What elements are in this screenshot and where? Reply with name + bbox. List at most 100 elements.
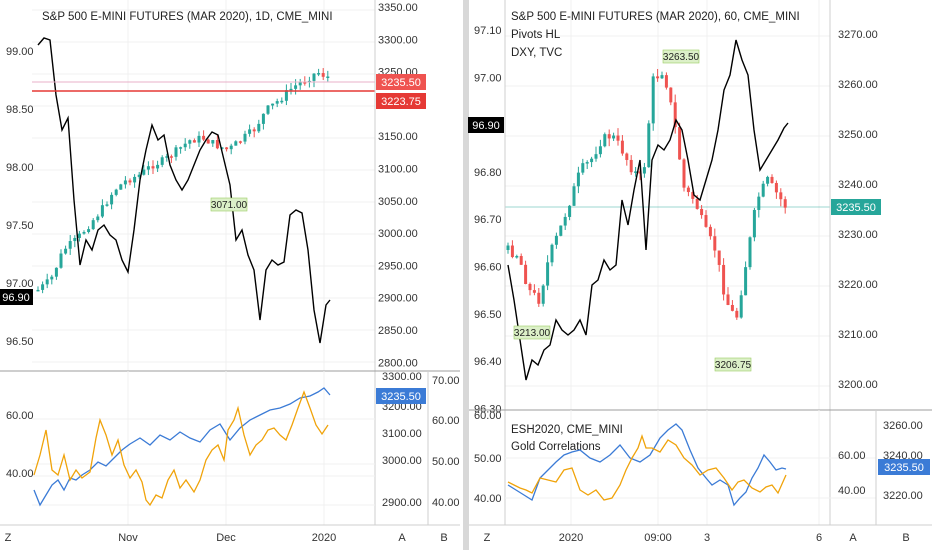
sub-tick-label: 60.00 xyxy=(474,410,502,422)
left-red-line-badge: 3223.75 xyxy=(376,93,426,109)
price-tick-label: 3300.00 xyxy=(378,34,418,46)
price-tick-label: 2800.00 xyxy=(378,357,418,369)
candle-body xyxy=(585,162,589,164)
right-pivot-low-left: 3213.00 xyxy=(513,325,551,340)
left-last-price-badge: 3235.50 xyxy=(376,74,426,90)
candle-body xyxy=(559,225,563,236)
right-indicator-pivots: Pivots HL xyxy=(511,29,561,41)
right-last-price-text: 3235.50 xyxy=(836,202,876,214)
price-tick-label: 3200.00 xyxy=(838,379,878,391)
candle-body xyxy=(779,192,783,200)
candle-body xyxy=(581,163,585,173)
candle-body xyxy=(647,123,651,168)
right-sub-badge: 3235.50 xyxy=(878,459,930,475)
candle-body xyxy=(183,143,187,148)
right-sub-orange-line xyxy=(507,433,787,501)
sub-tick-label: 60.00 xyxy=(432,415,460,427)
candle-body xyxy=(642,167,646,174)
candle-body xyxy=(179,147,183,149)
right-z-button[interactable]: Z xyxy=(484,532,491,544)
price-tick-label: 2950.00 xyxy=(378,260,418,272)
candle-body xyxy=(174,147,178,157)
candle-body xyxy=(165,156,169,158)
candle-body xyxy=(234,141,238,146)
right-dxy-line xyxy=(507,39,789,381)
candle-body xyxy=(568,205,572,217)
price-tick-label: 3250.00 xyxy=(838,129,878,141)
candle-body xyxy=(656,76,660,79)
candle-body xyxy=(284,90,288,101)
left-last-price-text: 3235.50 xyxy=(381,77,421,89)
candle-body xyxy=(616,135,620,141)
candle-body xyxy=(660,75,664,79)
dxy-tick-label: 98.00 xyxy=(6,162,34,174)
candle-body xyxy=(673,102,677,128)
left-dxy-line xyxy=(37,37,331,344)
sub-tick-label: 40.00 xyxy=(474,493,502,505)
candle-body xyxy=(197,135,201,143)
candle-body xyxy=(651,76,655,124)
right-indicator-dxy: DXY, TVC xyxy=(511,47,562,59)
left-b-button[interactable]: B xyxy=(440,532,447,544)
right-sub-blue-line xyxy=(507,423,787,507)
dxy-tick-label: 97.50 xyxy=(6,220,34,232)
candle-body xyxy=(119,184,123,190)
left-z-button[interactable]: Z xyxy=(5,532,12,544)
left-pivot-label: 3071.00 xyxy=(210,197,248,212)
candle-body xyxy=(188,140,192,144)
sub-tick-label: 60.00 xyxy=(838,450,866,462)
sub-tick-label: 50.00 xyxy=(474,453,502,465)
dxy-tick-label: 96.30 xyxy=(474,403,502,415)
candle-body xyxy=(82,232,86,234)
candle-body xyxy=(41,284,45,290)
candle-body xyxy=(519,256,523,265)
dxy-tick-label: 96.40 xyxy=(474,356,502,368)
candle-body xyxy=(64,248,68,254)
left-dxy-badge-text: 96.90 xyxy=(2,292,30,304)
right-a-button[interactable]: A xyxy=(849,532,857,544)
candle-body xyxy=(620,140,624,154)
candle-body xyxy=(695,198,699,209)
left-price-axis[interactable]: 3350.003300.003250.003200.003150.003100.… xyxy=(378,2,418,369)
candle-body xyxy=(669,87,673,103)
left-sub-orange-line xyxy=(33,390,329,507)
right-pivot-low-right-text: 3206.75 xyxy=(715,360,752,371)
candle-body xyxy=(506,245,510,250)
price-tick-label: 3100.00 xyxy=(378,164,418,176)
sub-tick-label: 2900.00 xyxy=(382,497,422,509)
right-sub-grid xyxy=(505,410,876,525)
left-a-button[interactable]: A xyxy=(398,532,406,544)
candle-body xyxy=(133,176,137,183)
candle-body xyxy=(275,101,279,104)
left-dxy-badge: 96.90 xyxy=(0,289,33,305)
price-tick-label: 3350.00 xyxy=(378,2,418,14)
candle-body xyxy=(757,196,761,210)
candle-body xyxy=(169,156,173,158)
candle-body xyxy=(211,140,215,144)
sub-tick-label: 3000.00 xyxy=(382,455,422,467)
candle-body xyxy=(202,135,206,140)
candle-body xyxy=(563,216,567,226)
sub-tick-label: 40.00 xyxy=(838,485,866,497)
candle-body xyxy=(225,147,229,150)
candle-body xyxy=(603,134,607,147)
candle-body xyxy=(271,103,275,106)
right-b-button[interactable]: B xyxy=(902,532,909,544)
right-pivot-high: 3263.50 xyxy=(662,49,700,64)
left-chart-title: S&P 500 E-MINI FUTURES (MAR 2020), 1D, C… xyxy=(42,11,333,23)
dxy-tick-label: 98.50 xyxy=(6,104,34,116)
candle-body xyxy=(704,215,708,227)
candle-body xyxy=(137,174,141,177)
candle-body xyxy=(252,129,256,132)
price-tick-label: 3270.00 xyxy=(838,29,878,41)
candle-body xyxy=(726,294,730,305)
candle-body xyxy=(266,105,270,114)
right-price-axis[interactable]: 3270.00 3260.00 3250.00 3240.00 3230.00 3220.… xyxy=(838,29,878,391)
candle-body xyxy=(50,276,54,280)
left-time-dec: Dec xyxy=(216,532,236,544)
sub-tick-label: 70.00 xyxy=(432,375,460,387)
right-candles xyxy=(506,69,787,320)
candle-body xyxy=(280,100,284,103)
candle-body xyxy=(700,208,704,216)
